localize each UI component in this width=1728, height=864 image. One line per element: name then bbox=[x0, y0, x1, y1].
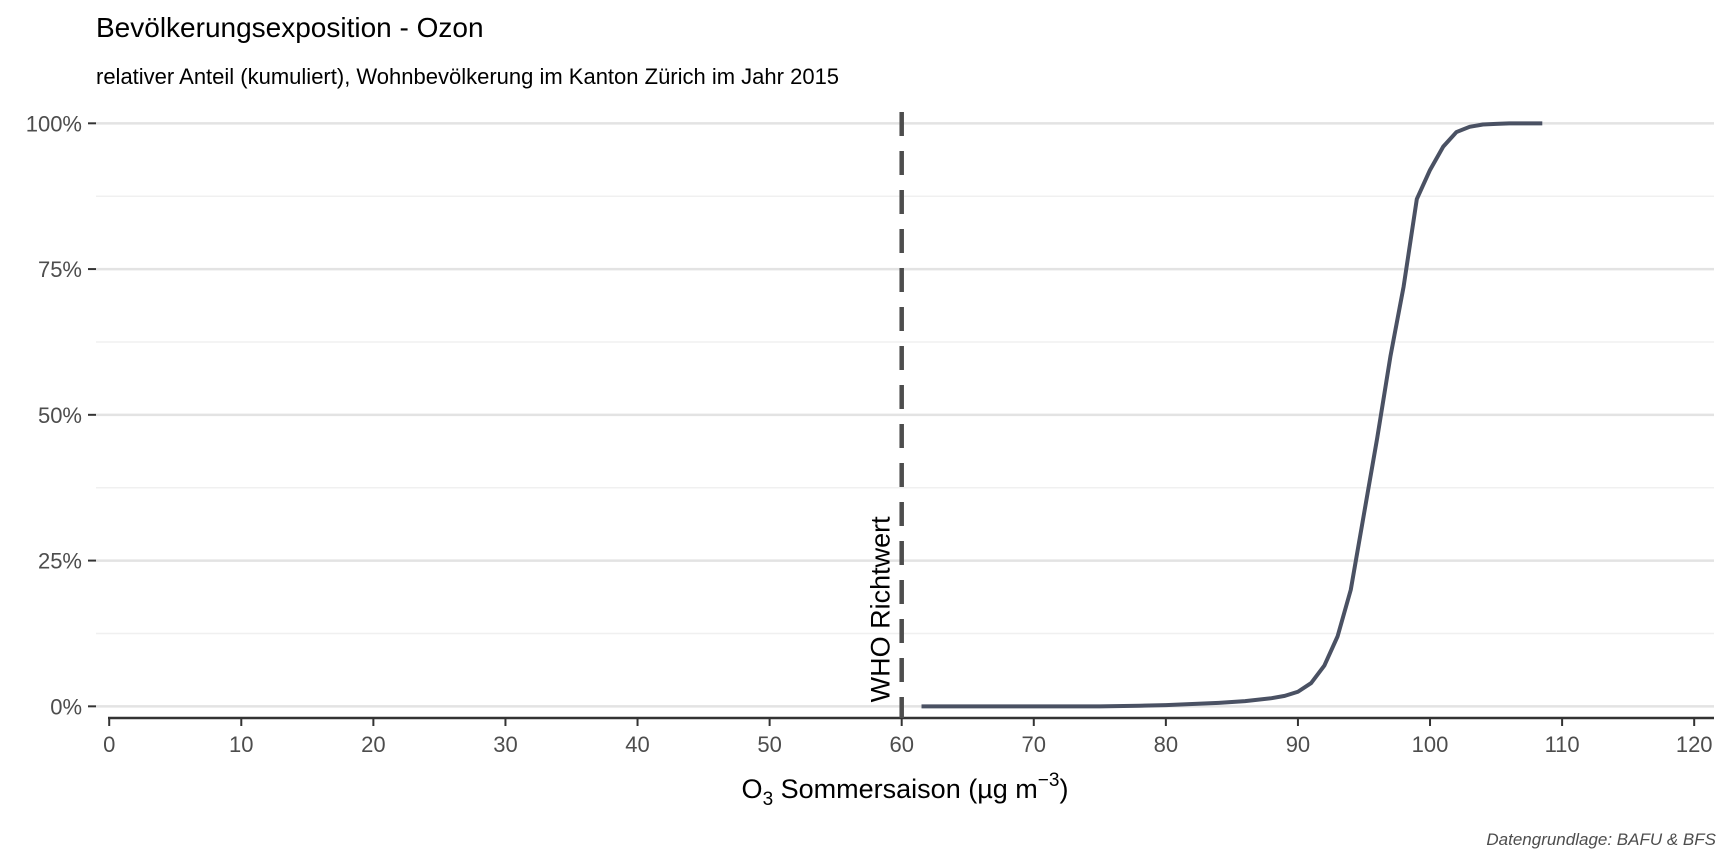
x-tick-label: 40 bbox=[625, 732, 649, 757]
who-reference-label: WHO Richtwert bbox=[866, 516, 896, 703]
y-tick-label: 75% bbox=[38, 257, 82, 282]
chart-caption: Datengrundlage: BAFU & BFS bbox=[1486, 830, 1716, 849]
x-tick-label: 50 bbox=[757, 732, 781, 757]
reference-layer: WHO Richtwert bbox=[866, 112, 904, 718]
x-tick-label: 30 bbox=[493, 732, 517, 757]
y-tick-label: 50% bbox=[38, 403, 82, 428]
cumulative-exposure-line bbox=[921, 121, 1543, 709]
series-layer bbox=[921, 121, 1543, 709]
grid-layer bbox=[96, 122, 1714, 708]
x-tick-label: 0 bbox=[103, 732, 115, 757]
x-tick-label: 90 bbox=[1286, 732, 1310, 757]
x-tick-label: 80 bbox=[1154, 732, 1178, 757]
chart-title: Bevölkerungsexposition - Ozon bbox=[96, 12, 484, 43]
chart-subtitle: relativer Anteil (kumuliert), Wohnbevölk… bbox=[96, 64, 840, 89]
x-tick-label: 20 bbox=[361, 732, 385, 757]
y-tick-label: 25% bbox=[38, 549, 82, 574]
x-tick-label: 10 bbox=[229, 732, 253, 757]
x-axis-title: O3 Sommersaison (µg m−3) bbox=[742, 770, 1069, 810]
x-tick-label: 60 bbox=[889, 732, 913, 757]
y-tick-label: 0% bbox=[50, 694, 82, 719]
x-tick-label: 110 bbox=[1545, 732, 1580, 757]
x-tick-label: 100 bbox=[1412, 732, 1449, 757]
y-tick-label: 100% bbox=[26, 111, 82, 136]
axis-layer: 0% 25% 50% 75% 100% 0 10 20 30 40 50 60 70 80 90 100 110… bbox=[26, 111, 1714, 757]
x-tick-label: 120 bbox=[1676, 732, 1713, 757]
x-tick-label: 70 bbox=[1022, 732, 1046, 757]
